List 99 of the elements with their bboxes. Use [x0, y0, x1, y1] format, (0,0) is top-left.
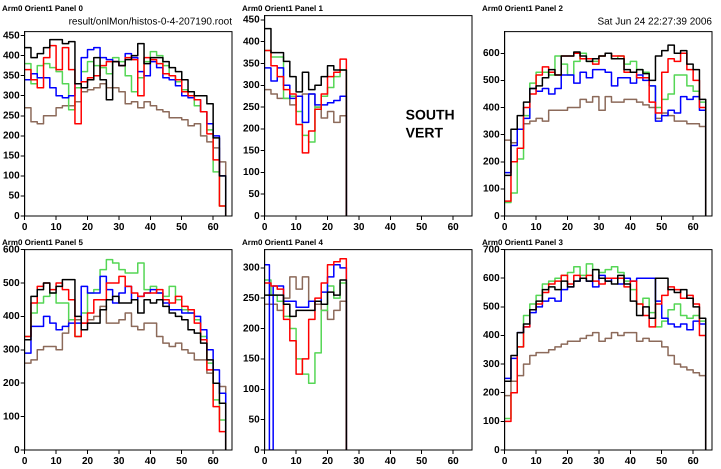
y-tick-label: 50 [248, 414, 260, 426]
x-tick-label: 30 [113, 456, 125, 467]
y-tick-label: 0 [254, 444, 260, 456]
y-tick-label: 600 [482, 272, 500, 284]
x-tick-label: 30 [593, 222, 605, 233]
y-tick-label: 0 [494, 210, 500, 222]
x-tick-label: 0 [262, 222, 268, 233]
annotation: SOUTH [406, 106, 455, 123]
y-tick-label: 200 [2, 130, 20, 142]
x-tick-label: 30 [593, 456, 605, 467]
y-tick-label: 150 [2, 150, 20, 162]
y-tick-label: 200 [242, 124, 260, 135]
y-tick-label: 100 [2, 170, 20, 182]
y-tick-label: 200 [242, 323, 260, 334]
x-tick-label: 60 [208, 456, 220, 467]
x-tick-label: 10 [50, 222, 62, 233]
chart-title: Arm0 Orient1 Panel 2 [482, 4, 564, 14]
y-tick-label: 450 [2, 30, 20, 42]
x-tick-label: 60 [448, 456, 460, 467]
x-tick-label: 20 [562, 222, 574, 233]
x-tick-label: 20 [322, 222, 334, 233]
x-tick-label: 20 [82, 456, 94, 467]
y-tick-label: 300 [482, 129, 500, 140]
x-tick-label: 50 [176, 222, 188, 233]
y-tick-label: 0 [14, 210, 20, 222]
x-tick-label: 10 [290, 222, 302, 233]
chart-title: Arm0 Orient1 Panel 4 [242, 238, 324, 248]
y-tick-label: 400 [242, 36, 260, 48]
y-tick-label: 150 [242, 145, 260, 156]
x-tick-label: 20 [82, 222, 94, 233]
x-tick-label: 30 [113, 222, 125, 233]
y-tick-label: 100 [2, 411, 20, 422]
x-tick-label: 60 [688, 456, 700, 467]
y-tick-label: 500 [482, 302, 500, 313]
x-tick-label: 0 [22, 222, 28, 233]
y-tick-label: 50 [248, 188, 260, 200]
x-tick-label: 40 [624, 222, 636, 233]
y-tick-label: 350 [242, 58, 260, 70]
x-tick-label: 50 [656, 456, 668, 467]
x-tick-label: 20 [562, 456, 574, 467]
x-tick-label: 10 [290, 456, 302, 467]
y-tick-label: 200 [482, 387, 500, 398]
x-tick-label: 40 [144, 456, 156, 467]
x-tick-label: 0 [502, 456, 508, 467]
x-tick-label: 50 [176, 456, 188, 467]
y-tick-label: 100 [242, 384, 260, 396]
x-tick-label: 10 [530, 222, 542, 233]
x-tick-label: 10 [50, 456, 62, 467]
chart-title: Arm0 Orient1 Panel 0 [2, 4, 84, 14]
annotation: VERT [406, 124, 444, 141]
x-tick-label: 50 [416, 222, 428, 233]
y-tick-label: 250 [242, 292, 260, 304]
y-tick-label: 300 [2, 90, 20, 102]
y-tick-label: 400 [2, 311, 20, 322]
y-tick-label: 300 [242, 80, 260, 92]
x-tick-label: 50 [656, 222, 668, 233]
chart-subtitle: result/onlMon/histos-0-4-207190.root [68, 16, 232, 28]
y-tick-label: 500 [482, 75, 500, 86]
x-tick-label: 30 [353, 222, 365, 233]
x-tick-label: 60 [688, 222, 700, 233]
y-tick-label: 100 [482, 184, 500, 195]
x-tick-label: 30 [353, 456, 365, 467]
x-tick-label: 0 [262, 456, 268, 467]
y-tick-label: 700 [482, 244, 500, 256]
chart-title: Arm0 Orient1 Panel 1 [242, 4, 324, 14]
y-tick-label: 500 [2, 278, 20, 289]
y-tick-label: 250 [242, 102, 260, 113]
y-tick-label: 400 [482, 330, 500, 342]
x-tick-label: 40 [144, 222, 156, 233]
y-tick-label: 400 [2, 50, 20, 62]
y-tick-label: 200 [482, 156, 500, 168]
y-tick-label: 400 [482, 102, 500, 114]
y-tick-label: 50 [8, 190, 20, 202]
x-tick-label: 40 [384, 222, 396, 233]
x-tick-label: 20 [322, 456, 334, 467]
y-tick-label: 300 [2, 344, 20, 356]
y-tick-label: 0 [494, 444, 500, 456]
x-tick-label: 60 [448, 222, 460, 233]
y-tick-label: 350 [2, 70, 20, 82]
y-tick-label: 100 [482, 416, 500, 428]
y-tick-label: 600 [482, 48, 500, 60]
x-tick-label: 10 [530, 456, 542, 467]
x-tick-label: 40 [624, 456, 636, 467]
y-tick-label: 300 [482, 358, 500, 370]
y-tick-label: 150 [242, 354, 260, 365]
y-tick-label: 600 [2, 244, 20, 256]
y-tick-label: 450 [242, 14, 260, 26]
x-tick-label: 0 [22, 456, 28, 467]
y-tick-label: 0 [254, 210, 260, 222]
x-tick-label: 0 [502, 222, 508, 233]
x-tick-label: 60 [208, 222, 220, 233]
y-tick-label: 100 [242, 167, 260, 178]
y-tick-label: 300 [242, 262, 260, 274]
chart-subtitle: Sat Jun 24 22:27:39 2006 [597, 16, 712, 28]
x-tick-label: 40 [384, 456, 396, 467]
x-tick-label: 50 [416, 456, 428, 467]
y-tick-label: 250 [2, 110, 20, 122]
y-tick-label: 200 [2, 378, 20, 389]
y-tick-label: 0 [14, 444, 20, 456]
